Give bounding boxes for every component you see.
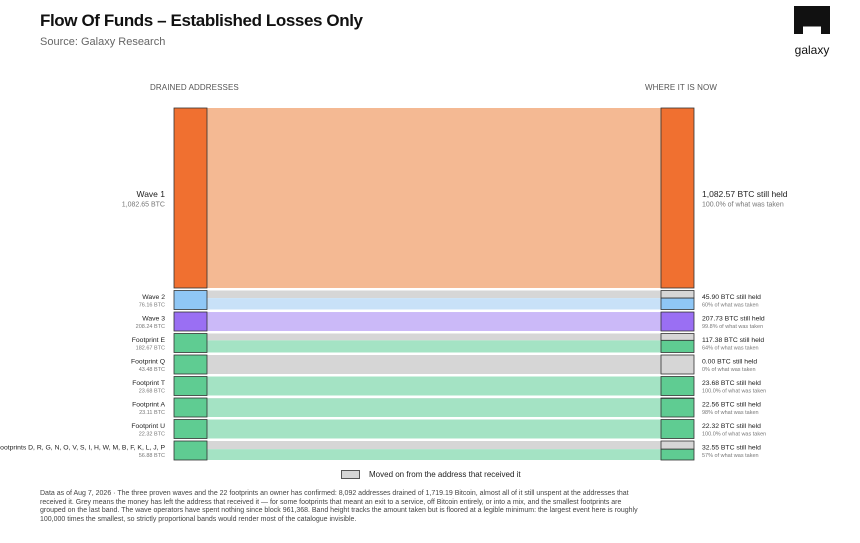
dest-held-label-node-2: 207.73 BTC still held	[702, 316, 765, 323]
dest-held-bar-node-6	[660, 397, 695, 418]
source-label-node-3: Footprint E	[132, 337, 166, 344]
dest-held-bar-node-0	[660, 107, 695, 289]
footnote: Data as of Aug 7, 2026 · The three prove…	[40, 490, 638, 523]
source-label-node-5: Footprint T	[132, 380, 165, 387]
dest-moved-bar-node-4	[660, 354, 695, 375]
source-amount-node-3: 182.67 BTC	[136, 346, 165, 352]
dest-held-bar-node-1	[660, 297, 695, 310]
dest-pct-label-node-8: 57% of what was taken	[702, 453, 759, 459]
dest-pct-label-node-3: 64% of what was taken	[702, 346, 759, 352]
flow-held-node-7	[207, 419, 661, 439]
dest-held-label-node-8: 32.55 BTC still held	[702, 445, 761, 452]
dest-pct-label-node-7: 100.0% of what was taken	[702, 432, 766, 438]
page-subtitle: Source: Galaxy Research	[40, 36, 166, 48]
source-bar-node-0	[173, 107, 208, 289]
legend-moved-swatch	[341, 470, 360, 479]
legend: Moved on from the address that received …	[341, 470, 521, 479]
left-column-header: DRAINED ADDRESSES	[150, 83, 239, 92]
source-bar-node-3	[173, 333, 208, 353]
source-bar-node-2	[173, 311, 208, 332]
flow-moved-node-1	[207, 290, 661, 299]
dest-held-label-node-6: 22.56 BTC still held	[702, 402, 761, 409]
dest-pct-label-node-1: 60% of what was taken	[702, 303, 759, 309]
source-label-node-6: Footprint A	[132, 402, 165, 409]
dest-held-bar-node-7	[660, 419, 695, 439]
right-column-header: WHERE IT IS NOW	[645, 83, 718, 92]
source-amount-node-5: 23.68 BTC	[139, 389, 165, 395]
source-amount-node-6: 23.11 BTC	[139, 410, 165, 416]
dest-held-label-node-5: 23.68 BTC still held	[702, 380, 761, 387]
dest-pct-label-node-2: 99.8% of what was taken	[702, 324, 763, 330]
dest-pct-label-node-5: 100.0% of what was taken	[702, 389, 766, 395]
flow-held-node-2	[207, 312, 661, 331]
dest-held-bar-node-3	[660, 339, 695, 353]
dest-moved-bar-node-1	[660, 290, 695, 299]
source-amount-node-7: 22.32 BTC	[139, 432, 165, 438]
source-label-node-1: Wave 2	[142, 294, 165, 301]
dest-held-label-node-4: 0.00 BTC still held	[702, 359, 757, 366]
legend-moved-label: Moved on from the address that received …	[369, 470, 521, 479]
dest-held-label-node-3: 117.38 BTC still held	[702, 337, 764, 344]
source-bar-node-8	[173, 440, 208, 461]
dest-held-label-node-1: 45.90 BTC still held	[702, 294, 761, 301]
galaxy-logo: galaxy	[788, 2, 836, 58]
flow-held-node-0	[207, 108, 661, 288]
source-amount-node-8: 56.88 BTC	[139, 453, 165, 459]
source-label-node-8: Footprints D, R, G, N, O, V, S, I, H, W,…	[0, 445, 165, 452]
galaxy-logo-icon	[794, 6, 830, 34]
source-label-node-0: Wave 1	[136, 189, 165, 199]
sankey-chart: Wave 1 1,082.65 BTC 1,082.57 BTC still hel…	[0, 107, 788, 461]
flow-held-node-6	[207, 398, 661, 417]
dest-pct-label-node-4: 0% of what was taken	[702, 367, 756, 373]
source-bar-node-4	[173, 354, 208, 375]
flow-moved-node-4	[207, 355, 661, 374]
source-amount-node-4: 43.48 BTC	[139, 367, 165, 373]
dest-held-bar-node-5	[660, 376, 695, 396]
source-label-node-4: Footprint Q	[131, 359, 165, 366]
flow-held-node-8	[207, 449, 661, 460]
dest-held-label-node-7: 22.32 BTC still held	[702, 423, 761, 430]
flow-moved-node-8	[207, 441, 661, 450]
source-amount-node-1: 76.16 BTC	[139, 303, 165, 309]
flow-moved-node-3	[207, 333, 661, 341]
flow-held-node-3	[207, 340, 661, 353]
source-bar-node-5	[173, 376, 208, 396]
source-label-node-7: Footprint U	[131, 423, 165, 430]
dest-held-label-node-0: 1,082.57 BTC still held	[702, 189, 788, 199]
source-bar-node-1	[173, 290, 208, 310]
dest-moved-bar-node-8	[660, 440, 695, 450]
dest-pct-label-node-0: 100.0% of what was taken	[702, 202, 784, 209]
flow-held-node-5	[207, 376, 661, 396]
source-amount-node-2: 208.24 BTC	[136, 324, 165, 330]
dest-held-bar-node-8	[660, 448, 695, 461]
galaxy-logo-text: galaxy	[794, 43, 830, 57]
dest-pct-label-node-6: 98% of what was taken	[702, 410, 759, 416]
source-bar-node-6	[173, 397, 208, 418]
page-title: Flow Of Funds – Established Losses Only	[40, 11, 363, 30]
source-label-node-2: Wave 3	[142, 316, 165, 323]
source-amount-node-0: 1,082.65 BTC	[122, 202, 165, 209]
source-bar-node-7	[173, 419, 208, 439]
dest-held-bar-node-2	[660, 311, 695, 332]
dest-moved-bar-node-3	[660, 333, 695, 341]
flow-held-node-1	[207, 298, 661, 310]
